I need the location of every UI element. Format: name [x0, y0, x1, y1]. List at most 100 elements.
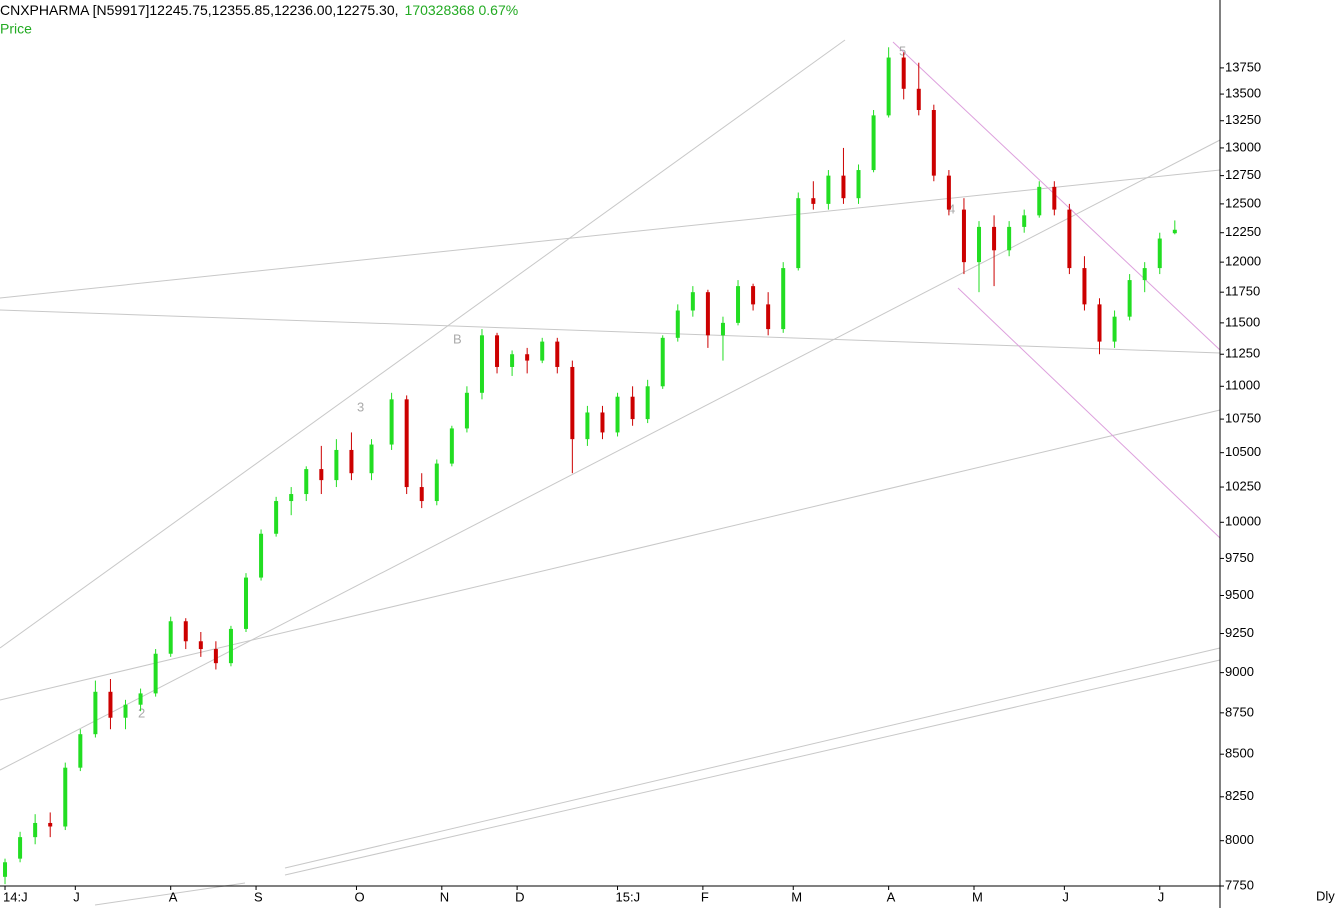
candle-body [1037, 186, 1042, 216]
candle-body [600, 412, 605, 433]
y-tick-label: 12000 [1225, 254, 1261, 269]
y-tick-label: 8500 [1225, 746, 1254, 761]
candle-body [811, 198, 816, 204]
candle-body [525, 354, 530, 361]
y-tick-label: 13250 [1225, 112, 1261, 127]
x-tick-label: J [1062, 889, 1069, 904]
candle-body [434, 463, 439, 502]
trendline [0, 169, 1221, 299]
series-label: Price [0, 21, 32, 37]
candle-body [796, 198, 801, 269]
candle-body [916, 88, 921, 111]
candle-body [736, 286, 741, 323]
wave-label: 5 [899, 43, 906, 58]
candle-body [93, 691, 98, 735]
trendline [0, 139, 1221, 771]
candle-body [1112, 316, 1117, 342]
y-tick-label: 12500 [1225, 195, 1261, 210]
x-tick-label: M [972, 889, 983, 904]
y-tick-label: 8750 [1225, 704, 1254, 719]
y-tick-label: 11500 [1225, 314, 1260, 329]
candle-body [244, 577, 249, 629]
candle-body [1067, 209, 1072, 269]
trendline [0, 409, 1221, 701]
y-tick-label: 8250 [1225, 788, 1254, 803]
candle-body [615, 396, 620, 433]
candle-body [675, 310, 680, 338]
trendline [892, 41, 1221, 351]
y-tick-label: 7750 [1225, 877, 1254, 892]
candle-body [1007, 226, 1012, 251]
candle-body [63, 767, 68, 827]
candle-body [886, 57, 891, 116]
candle-body [495, 335, 500, 367]
y-tick-label: 9500 [1225, 587, 1254, 602]
trendline [94, 882, 246, 906]
x-tick-label: S [254, 889, 263, 904]
y-tick-label: 10500 [1225, 444, 1261, 459]
y-tick-label: 12250 [1225, 224, 1261, 239]
trendlines [0, 39, 1221, 906]
candle-body [168, 621, 173, 654]
symbol-line: CNXPHARMA [N59917]12245.75,12355.85,1223… [0, 2, 518, 18]
y-tick-label: 10250 [1225, 478, 1261, 493]
symbol-text: CNXPHARMA [N59917]12245.75,12355.85,1223… [0, 2, 399, 18]
candle-body [871, 115, 876, 171]
x-tick-label: F [701, 889, 709, 904]
y-tick-label: 9750 [1225, 550, 1254, 565]
candle-body [1157, 238, 1162, 269]
candle-body [404, 399, 409, 488]
candle-body [213, 649, 218, 664]
candle-body [781, 268, 786, 330]
candle-body [33, 822, 38, 838]
candle-body [826, 175, 831, 204]
x-tick-label: D [515, 889, 524, 904]
y-tick-label: 13000 [1225, 139, 1261, 154]
candle-body [946, 175, 951, 210]
y-tick-label: 10750 [1225, 411, 1261, 426]
candle-body [1022, 215, 1027, 227]
x-tick-label: 15:J [616, 889, 641, 904]
trendline [0, 309, 1221, 354]
x-tick-label: A [169, 889, 178, 904]
candle-body [690, 292, 695, 311]
y-tick-label: 11750 [1225, 284, 1260, 299]
candle-body [992, 226, 997, 251]
candle-body [449, 428, 454, 464]
x-tick-label: M [791, 889, 802, 904]
candle-body [138, 693, 143, 705]
trendline [0, 39, 846, 649]
x-tick-label: J [1158, 889, 1165, 904]
candle-body [464, 392, 469, 429]
x-tick-label: A [887, 889, 896, 904]
candle-body [660, 337, 665, 387]
candle-body [630, 396, 635, 420]
candle-body [931, 110, 936, 176]
candle-body [259, 533, 264, 578]
trendline [957, 287, 1221, 539]
candle-body [1082, 268, 1087, 305]
candle-body [585, 412, 590, 440]
y-tick-label: 11000 [1225, 378, 1260, 393]
candle-body [961, 209, 966, 263]
candle-body [18, 837, 23, 859]
candle-body [1097, 304, 1102, 342]
candle-body [419, 487, 424, 502]
y-tick-label: 13500 [1225, 86, 1261, 101]
wave-label: 4 [948, 201, 955, 216]
candle-body [183, 621, 188, 642]
candle-body [856, 170, 861, 199]
candle-body [555, 341, 560, 367]
wave-label: 2 [138, 705, 145, 720]
wave-label: 3 [357, 399, 364, 414]
x-tick-label: N [440, 889, 449, 904]
y-tick-label: 9000 [1225, 664, 1254, 679]
candle-body [720, 322, 725, 336]
x-tick-label: 14:J [3, 889, 28, 904]
candle-body [1142, 268, 1147, 281]
y-tick-label: 13750 [1225, 59, 1261, 74]
candle-body [108, 691, 113, 718]
candle-body [766, 304, 771, 330]
candle-body [1127, 280, 1132, 317]
